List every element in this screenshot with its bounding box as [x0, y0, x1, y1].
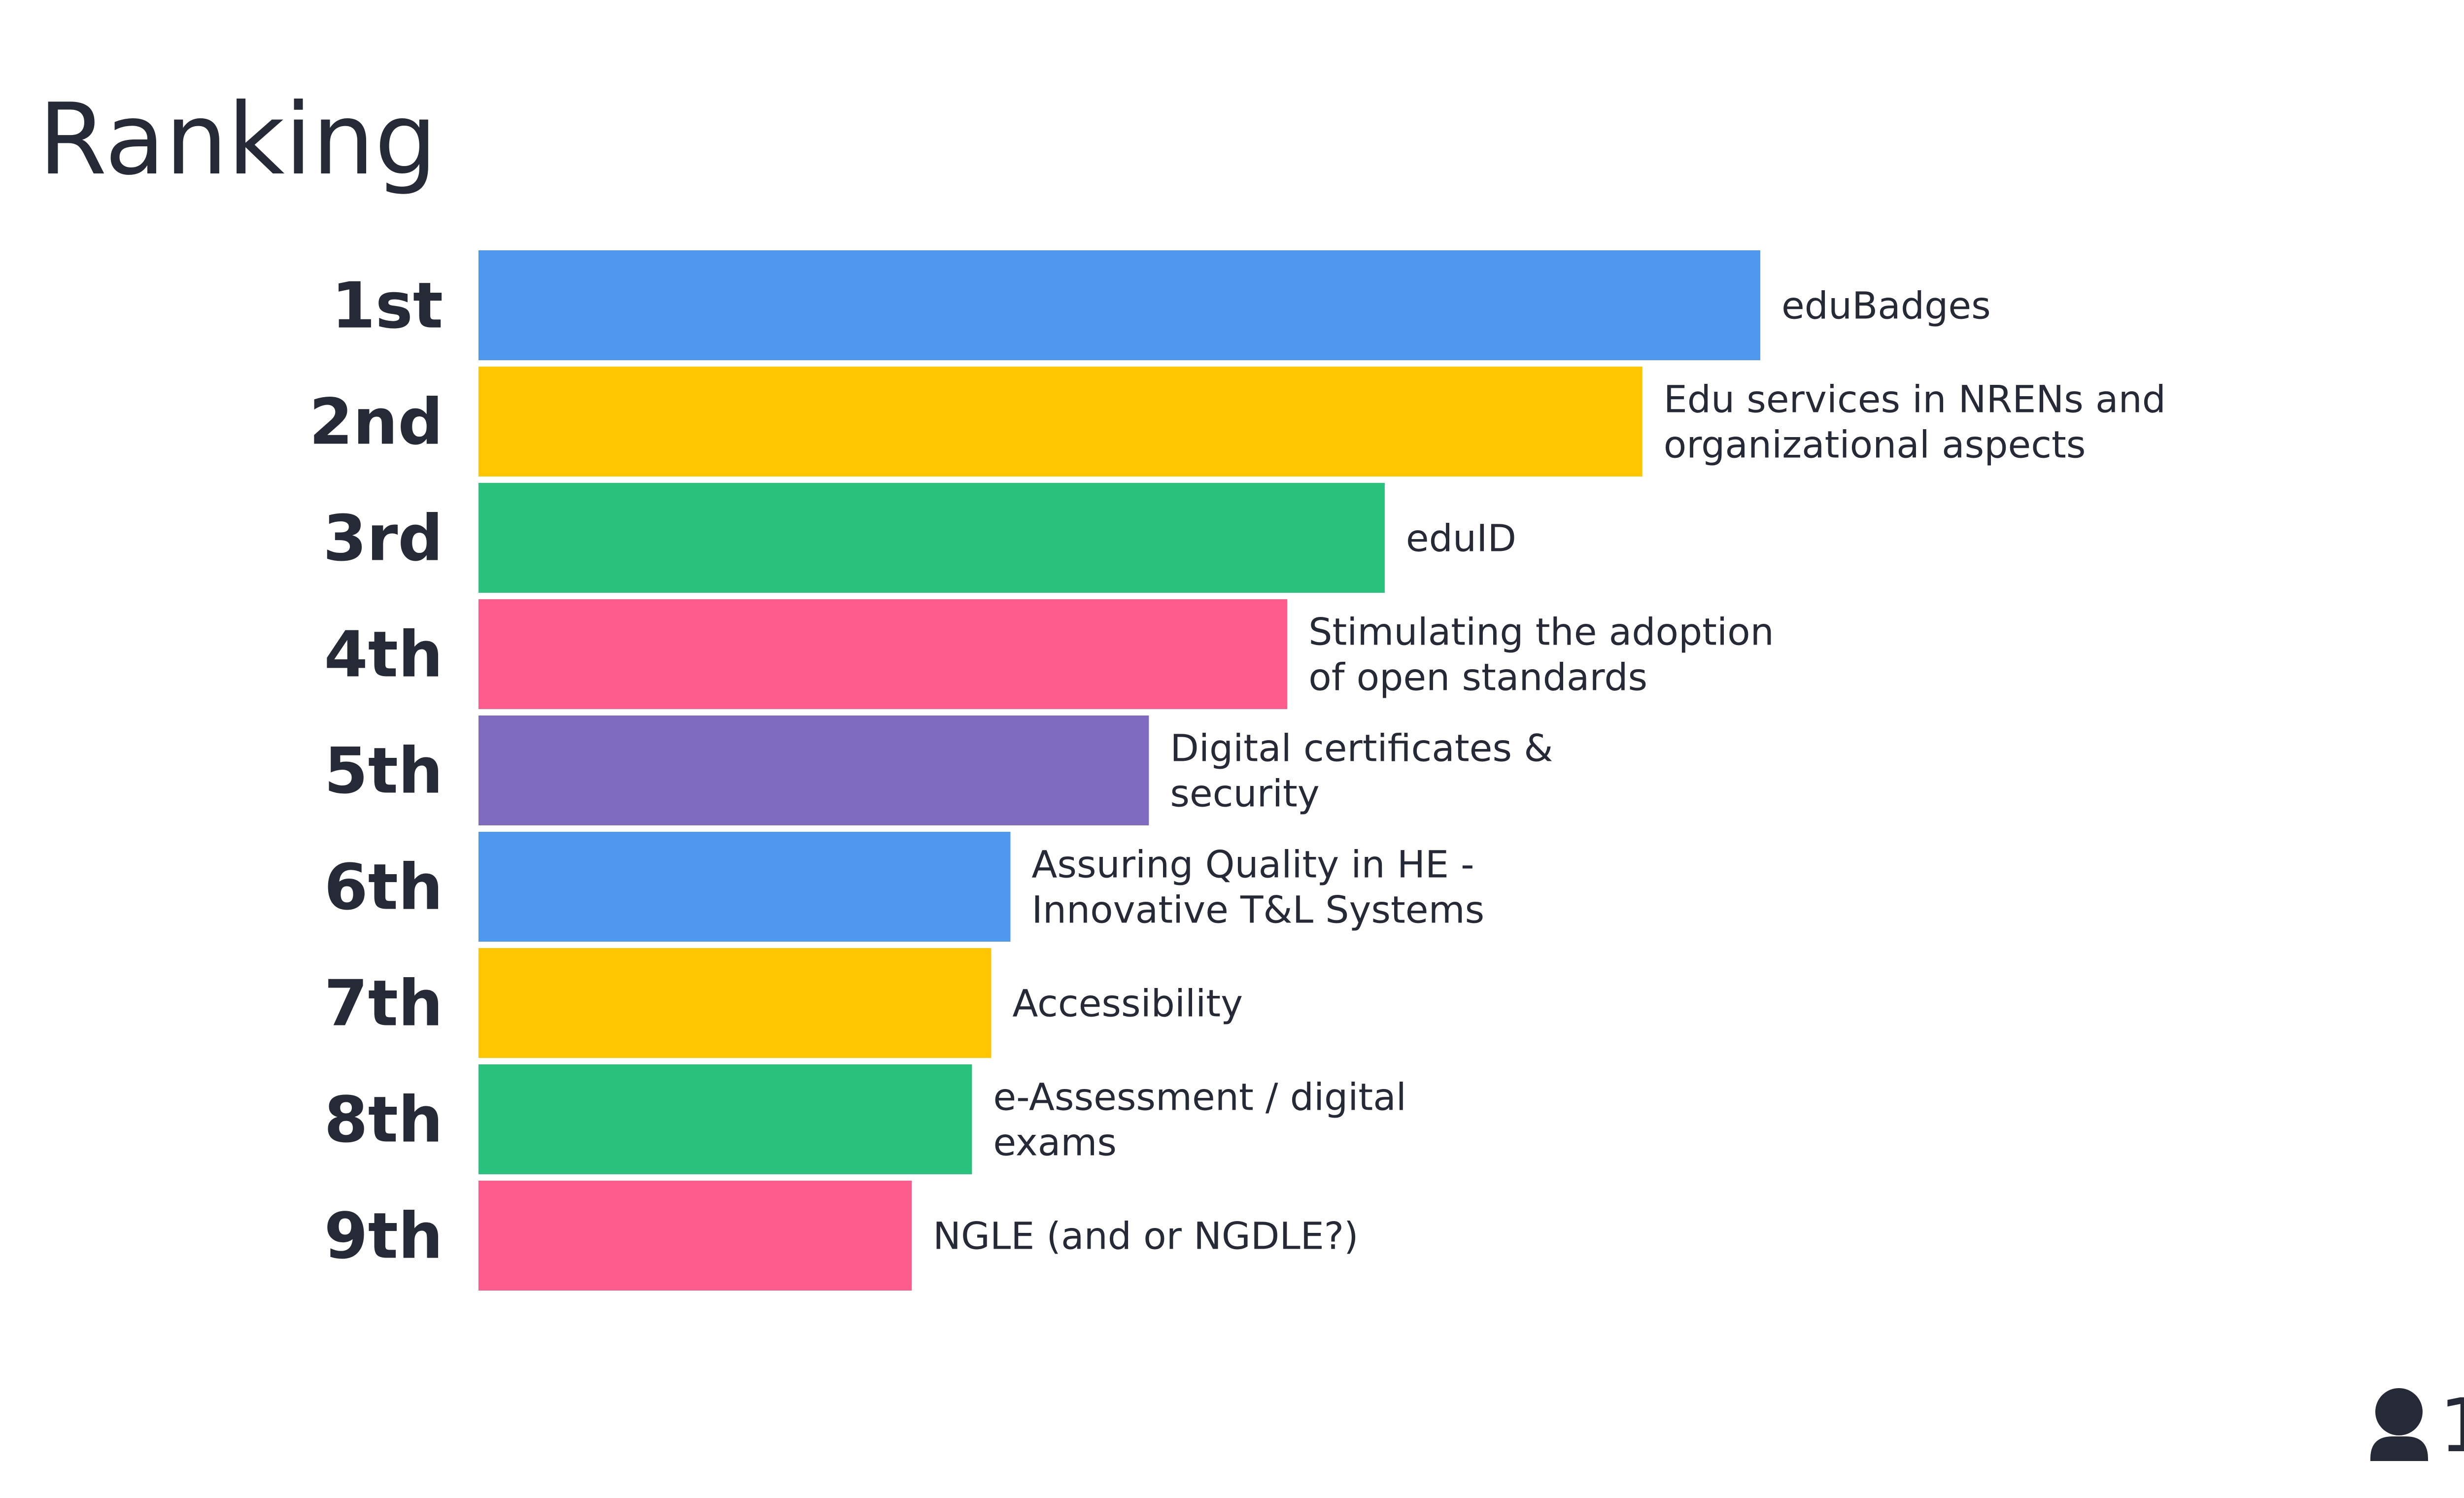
- bar-label: exams: [993, 1121, 1117, 1164]
- bar: [479, 599, 1288, 709]
- bar: [479, 367, 1643, 477]
- rank-label: 6th: [324, 851, 443, 924]
- bar: [479, 250, 1760, 360]
- chart-title: Ranking: [38, 82, 437, 197]
- bar: [479, 715, 1149, 825]
- bar: [479, 948, 992, 1058]
- bar-label: of open standards: [1308, 655, 1647, 699]
- rank-label: 4th: [324, 618, 443, 692]
- rank-label: 9th: [324, 1200, 443, 1273]
- bar-label: security: [1170, 772, 1319, 816]
- bar-label: NGLE (and or NGDLE?): [933, 1214, 1359, 1258]
- bar: [479, 1181, 912, 1291]
- rank-label: 2nd: [309, 386, 443, 459]
- bar: [479, 1064, 972, 1174]
- participant-icon: [2370, 1388, 2428, 1461]
- rank-label: 5th: [324, 735, 443, 808]
- bar-label: organizational aspects: [1664, 423, 2086, 467]
- rank-label: 8th: [324, 1084, 443, 1157]
- rank-label: 3rd: [323, 502, 443, 576]
- bar-label: Accessibility: [1012, 982, 1243, 1025]
- rank-label: 7th: [324, 967, 443, 1041]
- bar: [479, 832, 1011, 942]
- bar-label: eduBadges: [1781, 284, 1991, 328]
- participant-count: 11: [2439, 1383, 2464, 1469]
- rank-label: 1st: [332, 270, 443, 343]
- bar-label: Assuring Quality in HE -: [1031, 843, 1474, 886]
- bar-label: eduID: [1406, 516, 1516, 560]
- bar-label: Stimulating the adoption: [1308, 610, 1774, 654]
- bar-label: e-Assessment / digital: [993, 1075, 1406, 1119]
- bar-label: Digital certificates &: [1170, 726, 1553, 770]
- bar: [479, 483, 1385, 593]
- bar-label: Edu services in NRENs and: [1664, 377, 2166, 421]
- bar-label: Innovative T&L Systems: [1031, 888, 1484, 932]
